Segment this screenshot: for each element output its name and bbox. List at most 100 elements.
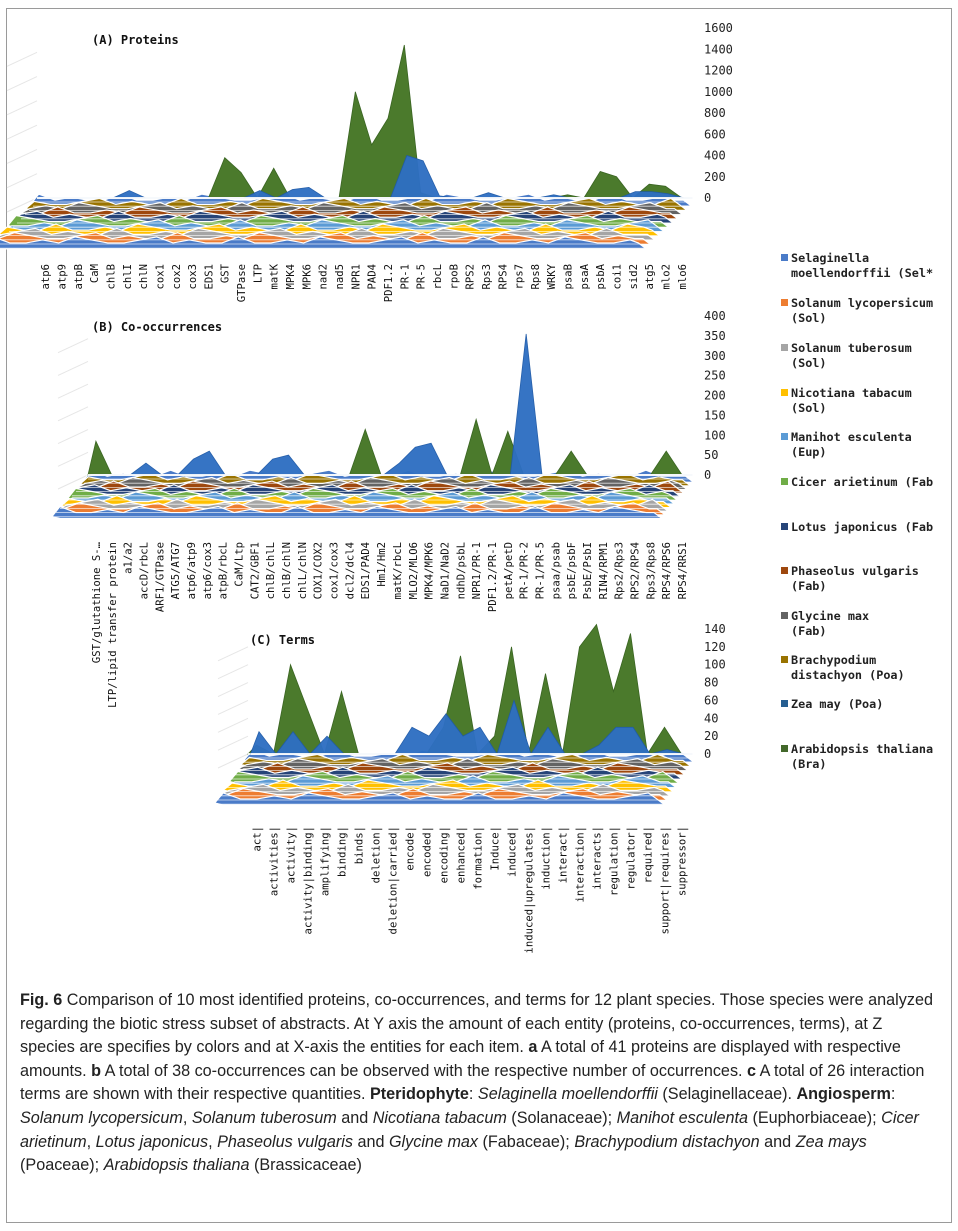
x-tick-label: support|requires|: [660, 826, 672, 934]
x-tick-label: amplifying|: [320, 826, 332, 896]
y-tick-label: 1600: [704, 21, 733, 35]
x-tick-label: PsbE/PsbI: [582, 542, 594, 599]
x-tick-label: required|: [643, 826, 655, 883]
chart-panel: 0 200 400 600 800 1000 1200 1400 1600 (A) Protein…: [0, 21, 733, 302]
caption-fig-label: Fig. 6: [20, 991, 63, 1009]
gridline: [6, 197, 38, 213]
y-tick-label: 350: [704, 329, 726, 343]
x-tick-label: regulation|: [609, 826, 621, 896]
x-tick-label: petA/petD: [503, 542, 515, 599]
x-tick-label: cox1/cox3: [329, 542, 341, 599]
x-tick-label: mlo2: [661, 264, 673, 290]
caption-angiosperm-label: Angiosperm: [796, 1085, 891, 1104]
x-tick-label: chlI: [122, 264, 134, 290]
series-baseline: [90, 474, 693, 476]
caption-text: :: [890, 1085, 896, 1104]
x-tick-label: EDS1/PAD4: [360, 542, 372, 599]
x-tick-label: chlB/chlN: [281, 542, 293, 599]
x-tick-label: interaction|: [575, 826, 587, 903]
gridline: [57, 406, 89, 422]
legend-swatch: [781, 478, 788, 485]
x-tick-label: induction|: [541, 826, 553, 890]
legend-label: Manihot esculenta (Eup): [791, 430, 912, 459]
x-tick-label: induced|: [507, 826, 519, 877]
caption-text: (Solanaceae);: [506, 1108, 617, 1127]
caption-text: and: [352, 1132, 389, 1151]
x-tick-label: Rps3/Rps8: [645, 542, 657, 599]
series-area: [249, 699, 693, 755]
x-tick-label: deletion|: [371, 826, 383, 883]
caption-species: Zea mays: [795, 1132, 867, 1151]
gridline: [217, 699, 249, 715]
x-tick-label: atp9: [56, 264, 68, 290]
y-tick-label: 600: [704, 127, 726, 141]
caption-c-label: c: [747, 1061, 757, 1080]
x-tick-label: LTP/lipid transfer protein: [107, 542, 119, 708]
x-tick-label: RPS4: [497, 264, 509, 290]
x-tick-label: CaM: [89, 264, 101, 283]
caption-text: (Brassicaceae): [249, 1156, 362, 1175]
gridline: [57, 474, 89, 490]
x-tick-label: mlo6: [677, 264, 689, 290]
x-tick-label: COX1/COX2: [313, 542, 325, 599]
chart-title: (B) Co-occurrences: [92, 320, 222, 334]
x-tick-label: RPS2/RPS4: [630, 542, 642, 599]
x-tick-label: atp6/cox3: [202, 542, 214, 599]
caption-species: Arabidopsis thaliana: [103, 1156, 250, 1175]
gridline: [6, 51, 38, 67]
caption-text: (Poaceae);: [20, 1156, 104, 1175]
gridline: [57, 338, 89, 354]
caption-pteridophyte-label: Pteridophyte: [369, 1085, 469, 1104]
caption-a-text: A total of 41 proteins are displayed wit…: [20, 1038, 901, 1080]
gridline: [217, 664, 249, 680]
x-tick-label: chlL/chlN: [297, 542, 309, 599]
series-area: [90, 333, 693, 476]
caption-b-label: b: [91, 1061, 101, 1080]
y-tick-label: 50: [704, 448, 718, 462]
y-tick-label: 20: [704, 729, 718, 743]
legend-swatch: [781, 254, 788, 261]
gridline: [6, 148, 38, 164]
legend-swatch: [781, 433, 788, 440]
x-tick-label: WRKY: [546, 263, 558, 289]
x-tick-label: NPR1: [350, 264, 362, 290]
x-tick-label: EDS1: [203, 264, 215, 290]
x-tick-label: nad5: [334, 264, 346, 290]
x-tick-label: CAT2/GBF1: [249, 542, 261, 599]
chart-panel: 0 20 40 60 80 100 120 140 (C) Terms act| activitie…: [204, 622, 730, 954]
legend-swatch: [781, 389, 788, 396]
x-tick-label: encoded|: [422, 826, 434, 877]
y-tick-label: 800: [704, 106, 726, 120]
x-tick-label: activity|binding|: [303, 826, 315, 934]
x-tick-label: Induce|: [490, 826, 502, 871]
caption-species: Glycine max: [388, 1132, 479, 1151]
x-tick-label: interact|: [558, 826, 570, 883]
x-tick-label: Rps2/Rps3: [614, 542, 626, 599]
caption-a-label: a: [528, 1038, 538, 1057]
x-tick-label: GST/glutathione S-…: [91, 542, 103, 663]
x-tick-label: encoding|: [439, 826, 451, 883]
caption-species: Brachypodium distachyon: [574, 1132, 760, 1151]
x-tick-label: Rps8: [530, 264, 542, 290]
legend-swatch: [781, 656, 788, 663]
x-tick-label: rbcL: [432, 264, 444, 290]
y-tick-label: 40: [704, 711, 718, 725]
caption-text: and: [336, 1108, 373, 1127]
x-tick-label: suppressor|: [677, 826, 689, 896]
caption-text: ,: [86, 1132, 96, 1151]
y-tick-label: 120: [704, 640, 726, 654]
legend-swatch: [781, 299, 788, 306]
x-tick-label: PR-5: [416, 264, 428, 290]
legend-swatch: [781, 745, 788, 752]
x-tick-label: deletion|carried|: [388, 826, 400, 934]
legend-swatch: [781, 612, 788, 619]
chart-panel: 0 50 100 150 200 250 300 350 400 (B) Co-occurrenc…: [44, 309, 730, 708]
series-baseline: [250, 753, 693, 755]
x-tick-label: binding|: [337, 826, 349, 877]
y-tick-label: 0: [704, 191, 711, 205]
x-tick-label: regulator|: [626, 826, 638, 890]
x-tick-label: PAD4: [367, 264, 379, 290]
legend-label: Glycine max (Fab): [791, 609, 869, 638]
x-tick-label: LTP: [252, 264, 264, 283]
